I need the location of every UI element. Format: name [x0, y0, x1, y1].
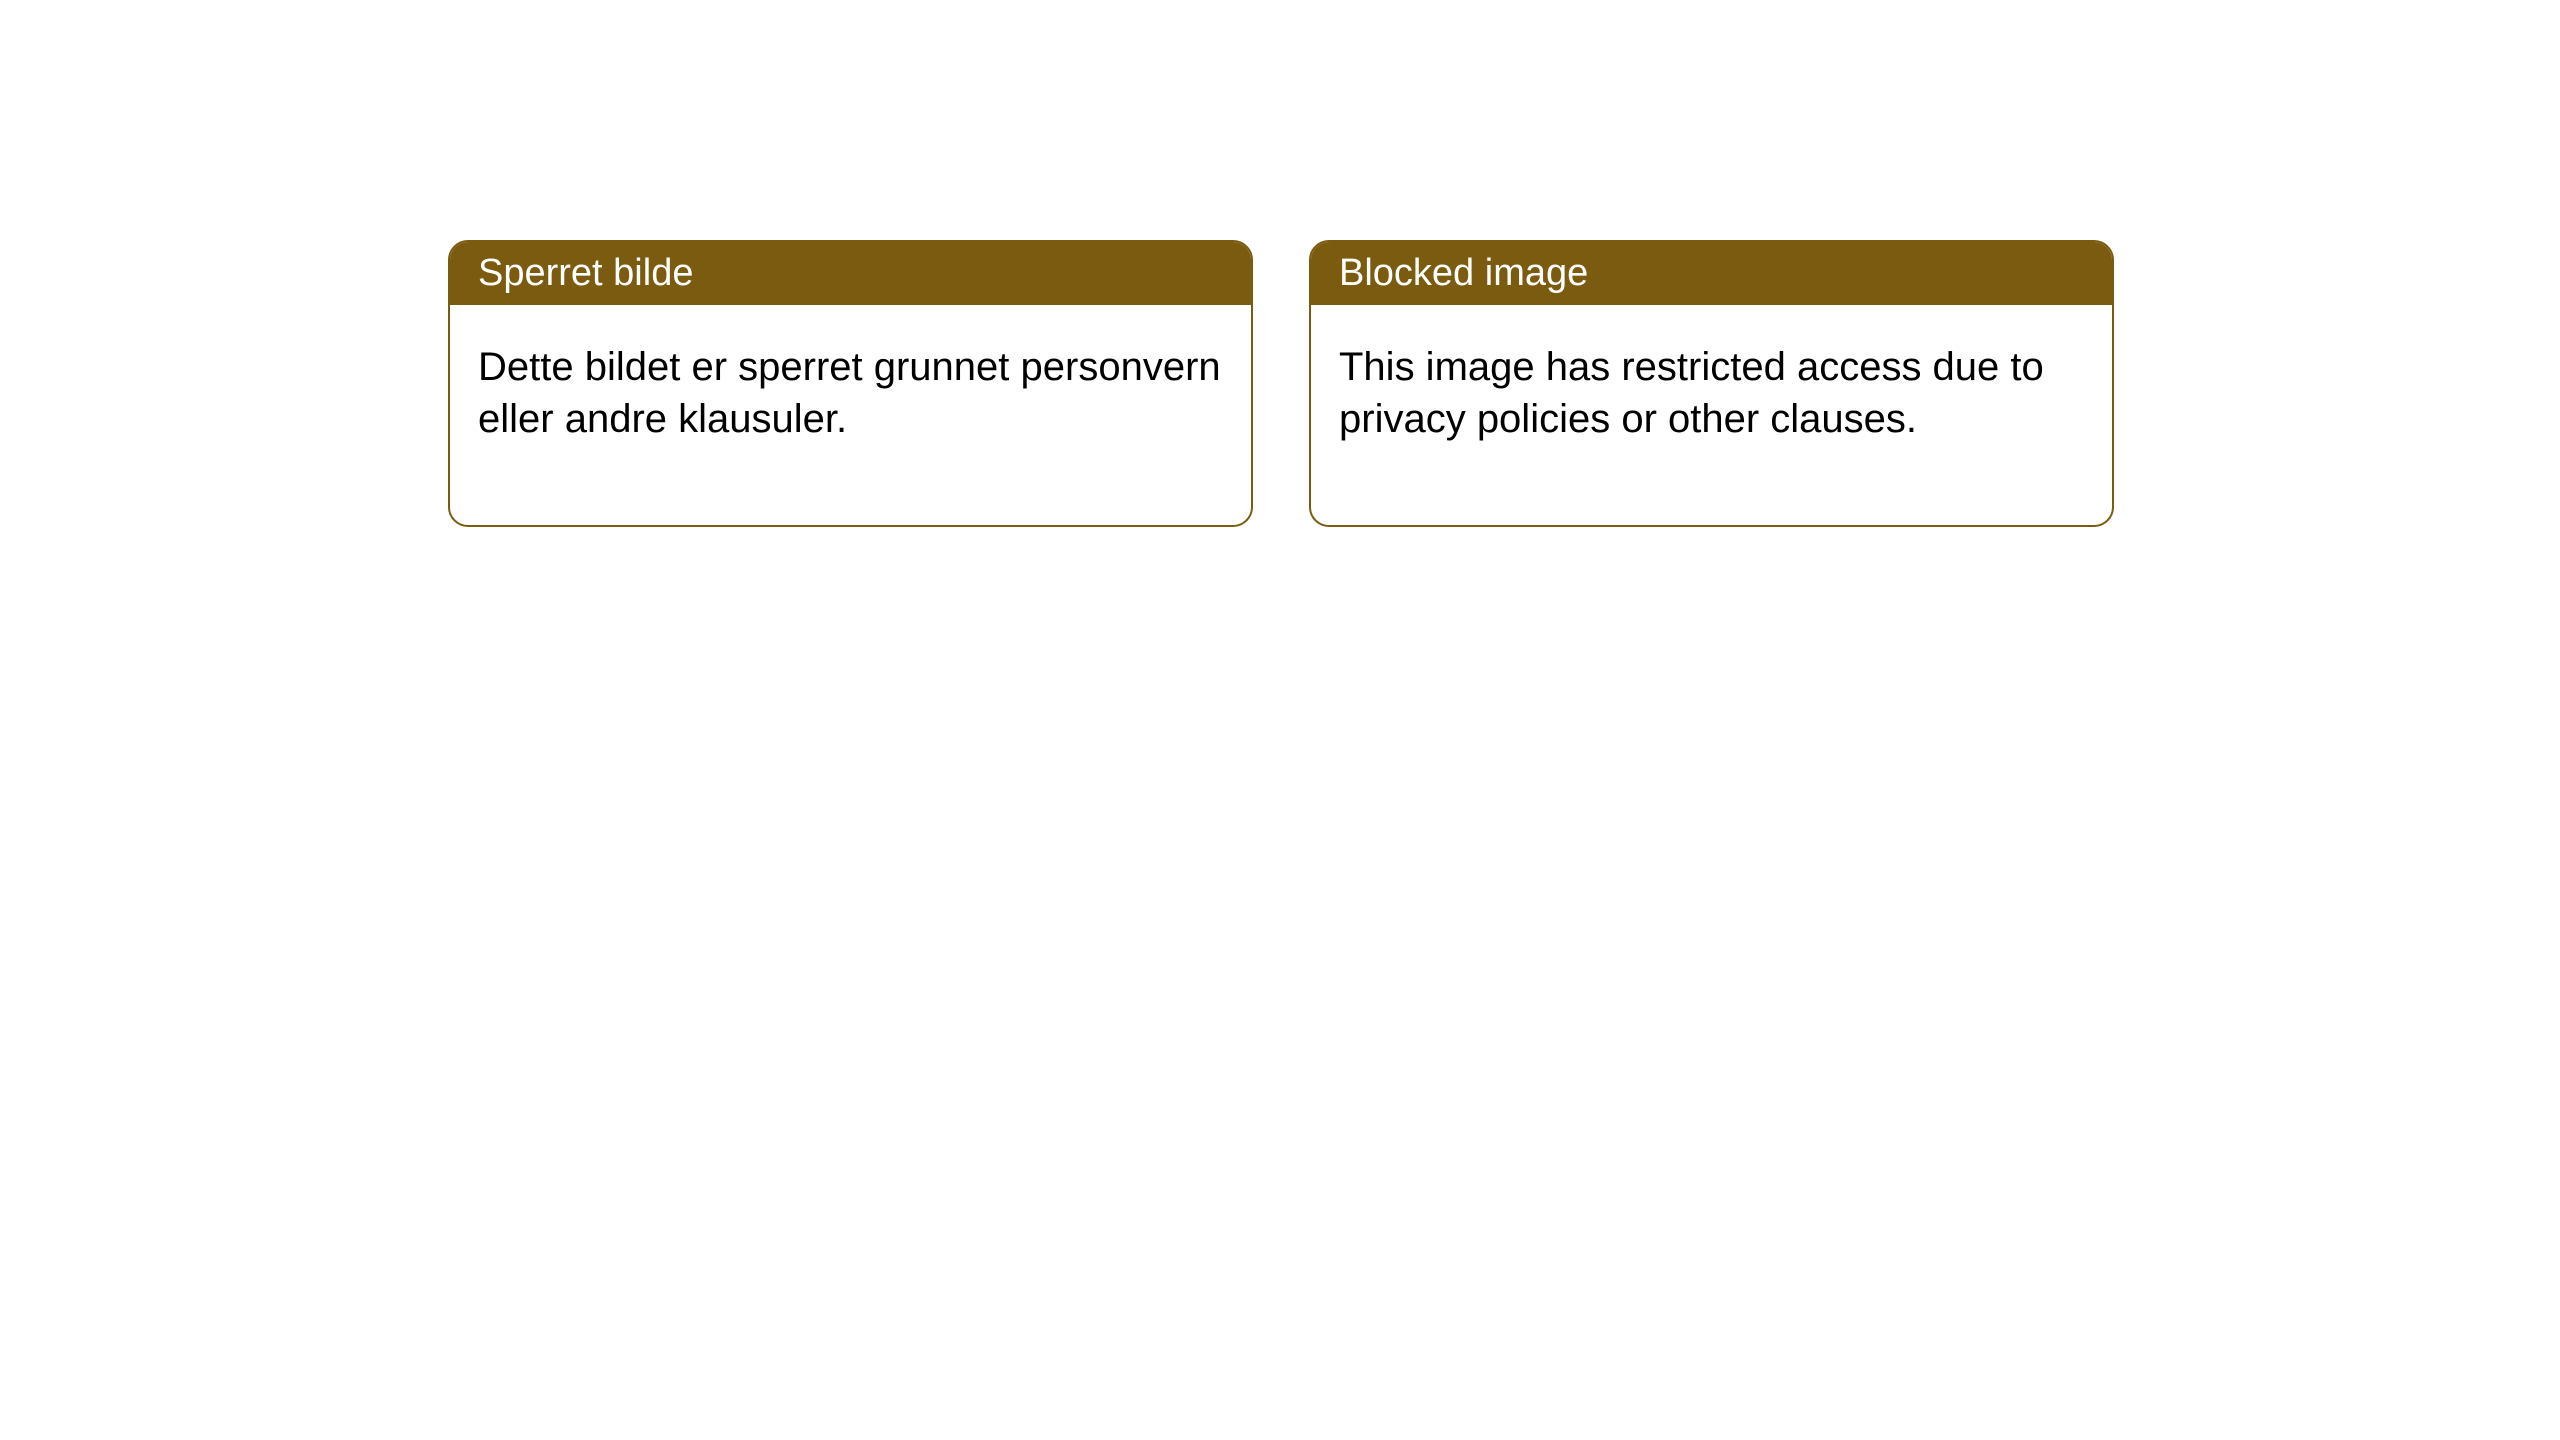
card-header: Sperret bilde [450, 242, 1251, 305]
notice-card-norwegian: Sperret bilde Dette bildet er sperret gr… [448, 240, 1253, 527]
notice-container: Sperret bilde Dette bildet er sperret gr… [448, 240, 2114, 527]
card-body: This image has restricted access due to … [1311, 305, 2112, 525]
card-header: Blocked image [1311, 242, 2112, 305]
notice-card-english: Blocked image This image has restricted … [1309, 240, 2114, 527]
card-body: Dette bildet er sperret grunnet personve… [450, 305, 1251, 525]
